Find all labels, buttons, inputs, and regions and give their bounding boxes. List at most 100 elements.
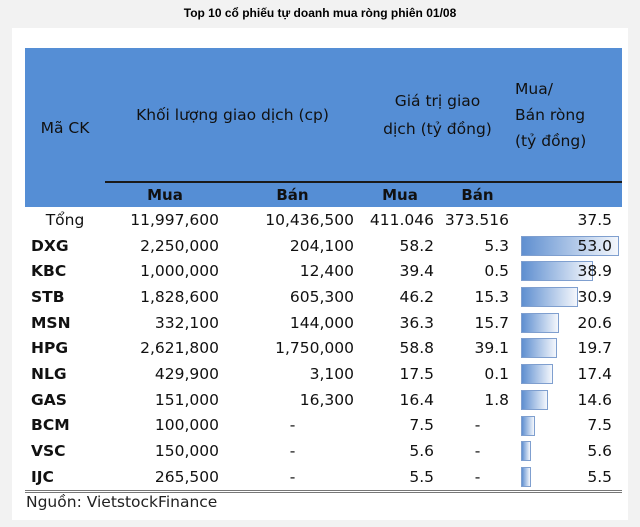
chart-title: Top 10 cổ phiếu tự doanh mua ròng phiên … [183, 6, 457, 20]
net-value: 14.6 [577, 390, 612, 409]
val-buy-cell: 5.6 [409, 442, 434, 461]
net-bar [521, 466, 532, 487]
val-sell-cell: 0.1 [484, 364, 509, 383]
table-row: GAS 151,000 16,300 16.4 1.8 14.6 [25, 387, 622, 413]
symbol-cell: VSC [31, 442, 66, 461]
val-buy-cell: 17.5 [399, 364, 434, 383]
total-vol-sell: 10,436,500 [265, 210, 354, 229]
net-bar [521, 441, 532, 462]
header-value-text: Giá trị giao dịch (tỷ đồng) [383, 91, 492, 138]
vol-sell-cell: 3,100 [309, 364, 354, 383]
total-label: Tổng [45, 210, 85, 229]
symbol-cell: DXG [31, 236, 69, 255]
net-cell: 7.5 [515, 413, 622, 439]
source-note: Nguồn: VietstockFinance [26, 493, 218, 511]
net-cell: 14.6 [515, 387, 622, 413]
val-buy-cell: 39.4 [399, 262, 434, 281]
header-volume: Khối lượng giao dịch (cp) [105, 48, 360, 182]
net-value: 38.9 [577, 262, 612, 281]
header-val-sell: Bán [440, 181, 515, 207]
total-row: Tổng 11,997,600 10,436,500 411.046 373.5… [25, 207, 622, 233]
vol-buy-cell: 265,500 [105, 463, 225, 493]
symbol-cell: NLG [31, 364, 67, 383]
net-value: 7.5 [587, 416, 612, 435]
val-buy-cell: 58.2 [399, 236, 434, 255]
net-bar [521, 287, 579, 308]
table-row: DXG 2,250,000 204,100 58.2 5.3 53.0 [25, 233, 622, 259]
net-bar [521, 235, 619, 256]
net-value: 30.9 [577, 287, 612, 306]
net-cell: 5.5 [515, 463, 622, 493]
header-symbol: Mã CK [25, 48, 105, 207]
table-row: BCM 100,000 - 7.5 - 7.5 [25, 413, 622, 439]
val-buy-cell: 58.8 [399, 339, 434, 358]
net-value: 20.6 [577, 313, 612, 332]
vol-sell-cell: - [289, 416, 296, 435]
header-value: Giá trị giao dịch (tỷ đồng) [360, 48, 515, 182]
header-vol-sell: Bán [225, 181, 360, 207]
net-bar [521, 312, 560, 333]
symbol-cell: BCM [31, 416, 70, 435]
vol-sell-cell: 605,300 [289, 287, 354, 306]
val-sell-cell: - [440, 463, 515, 493]
val-buy-cell: 7.5 [409, 416, 434, 435]
header-net-line3: (tỷ đồng) [515, 131, 587, 150]
val-sell-cell: 39.1 [474, 339, 509, 358]
net-bar [521, 261, 593, 282]
net-buy-table: Mã CK Khối lượng giao dịch (cp) Giá trị … [25, 48, 622, 493]
total-vol-buy: 11,997,600 [130, 210, 219, 229]
net-bar [521, 415, 535, 436]
net-cell: 19.7 [515, 335, 622, 361]
net-bar [521, 389, 548, 410]
symbol-cell: MSN [31, 313, 71, 332]
table-row: VSC 150,000 - 5.6 - 5.6 [25, 438, 622, 464]
val-buy-cell: 36.3 [399, 313, 434, 332]
table-row: MSN 332,100 144,000 36.3 15.7 20.6 [25, 310, 622, 336]
net-cell: 38.9 [515, 258, 622, 284]
header-val-buy: Mua [360, 181, 440, 207]
table-row: KBC 1,000,000 12,400 39.4 0.5 38.9 [25, 258, 622, 284]
vol-buy-cell: 151,000 [154, 390, 219, 409]
net-value: 5.6 [587, 442, 612, 461]
net-value: 53.0 [577, 236, 612, 255]
net-value: 17.4 [577, 364, 612, 383]
total-net: 37.5 [577, 210, 612, 229]
val-sell-cell: 15.3 [474, 287, 509, 306]
table-row: IJC 265,500-5.5-5.5 [25, 463, 622, 493]
val-sell-cell: 0.5 [484, 262, 509, 281]
header-net-blank [515, 181, 622, 207]
table-row: STB 1,828,600 605,300 46.2 15.3 30.9 [25, 284, 622, 310]
table-row: HPG 2,621,800 1,750,000 58.8 39.1 19.7 [25, 335, 622, 361]
val-sell-cell: 15.7 [474, 313, 509, 332]
vol-buy-cell: 100,000 [154, 416, 219, 435]
header-net: Mua/ Bán ròng (tỷ đồng) [515, 48, 622, 182]
vol-sell-cell: - [225, 463, 360, 493]
val-buy-cell: 5.5 [360, 463, 440, 493]
vol-buy-cell: 429,900 [154, 364, 219, 383]
net-cell: 17.4 [515, 361, 622, 387]
symbol-cell: HPG [31, 339, 69, 358]
symbol-cell: KBC [31, 262, 67, 281]
vol-buy-cell: 332,100 [154, 313, 219, 332]
val-sell-cell: 1.8 [484, 390, 509, 409]
total-val-buy: 411.046 [369, 210, 434, 229]
vol-sell-cell: 1,750,000 [275, 339, 354, 358]
total-val-sell: 373.516 [444, 210, 509, 229]
vol-buy-cell: 1,828,600 [140, 287, 219, 306]
vol-sell-cell: 204,100 [289, 236, 354, 255]
vol-sell-cell: 144,000 [289, 313, 354, 332]
vol-sell-cell: 12,400 [299, 262, 354, 281]
val-sell-cell: - [474, 416, 481, 435]
vol-buy-cell: 1,000,000 [140, 262, 219, 281]
symbol-cell: GAS [31, 390, 67, 409]
net-bar [521, 338, 558, 359]
vol-buy-cell: 2,621,800 [140, 339, 219, 358]
net-cell: 53.0 [515, 233, 622, 259]
vol-sell-cell: - [289, 442, 296, 461]
net-cell: 20.6 [515, 310, 622, 336]
symbol-cell: IJC [25, 463, 105, 493]
vol-buy-cell: 2,250,000 [140, 236, 219, 255]
net-bar [521, 364, 554, 385]
net-value: 19.7 [577, 339, 612, 358]
net-value: 5.5 [587, 467, 612, 486]
